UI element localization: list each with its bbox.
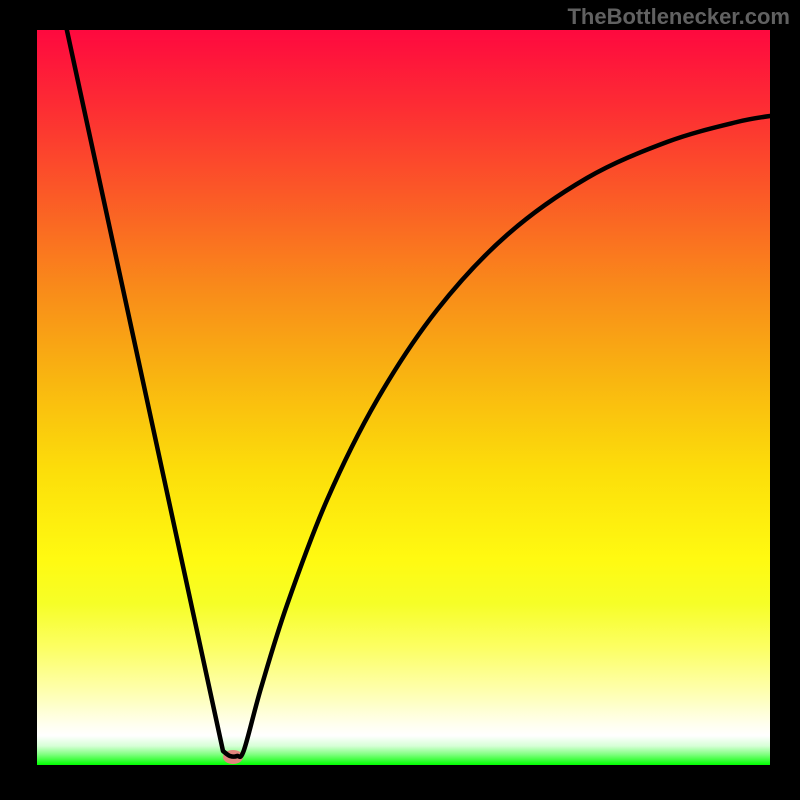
plot-area (37, 30, 770, 765)
chart-frame: TheBottlenecker.com (0, 0, 800, 800)
bottleneck-chart-svg (37, 30, 770, 765)
watermark-text: TheBottlenecker.com (567, 4, 790, 30)
